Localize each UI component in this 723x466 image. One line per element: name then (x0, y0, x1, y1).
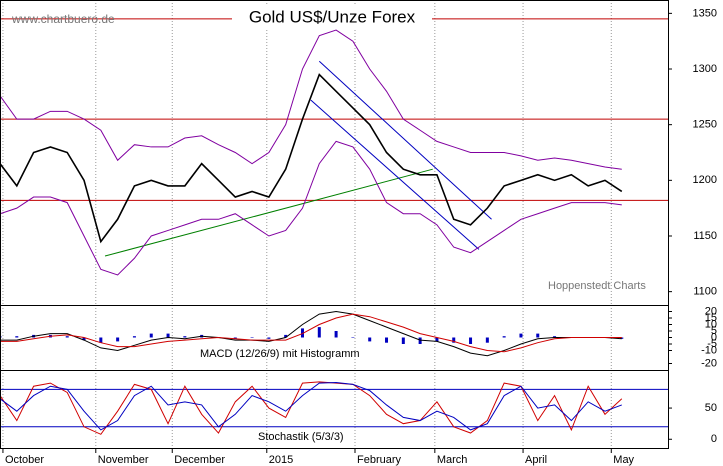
series-line (0, 381, 623, 435)
histogram-bar (502, 336, 506, 338)
histogram-bar (368, 337, 372, 342)
panel-frame (0, 370, 669, 449)
histogram-bar (317, 327, 321, 338)
histogram-bar (385, 337, 389, 343)
series-line (0, 140, 622, 276)
histogram-bar (284, 334, 288, 338)
histogram-bar (132, 336, 136, 338)
y-tick-label: 5 (711, 325, 717, 337)
histogram-bar (418, 337, 422, 344)
histogram-bar (351, 337, 355, 338)
y-tick-label: 1150 (693, 230, 717, 242)
trend-line (310, 99, 480, 250)
trend-line (104, 168, 433, 257)
histogram-bar (452, 337, 456, 343)
y-tick-label: -5 (707, 338, 717, 350)
x-tick-label: November (98, 454, 149, 466)
x-tick-label: February (357, 454, 402, 466)
panel-label: MACD (12/26/9) mit Histogramm (200, 348, 360, 360)
histogram-bar (485, 337, 489, 343)
y-tick-label: 15 (705, 312, 717, 324)
x-tick-label: 2015 (269, 454, 293, 466)
y-tick-label: 0 (711, 331, 717, 343)
histogram-bar (519, 333, 523, 338)
y-tick-label: 1250 (693, 119, 717, 131)
series-line (0, 29, 622, 170)
histogram-bar (65, 336, 69, 338)
y-tick-label: 1300 (693, 63, 717, 75)
x-tick-label: March (437, 454, 468, 466)
source-label: www.chartbuero.de (11, 12, 115, 26)
histogram-bar (435, 337, 439, 342)
y-tick-label: 1200 (693, 174, 717, 186)
histogram-bar (233, 337, 237, 339)
y-tick-label: 10 (705, 318, 717, 330)
series-line (0, 381, 622, 431)
series-line (0, 310, 622, 357)
y-tick-label: -20 (701, 357, 717, 369)
series-line (0, 73, 623, 244)
histogram-bar (620, 337, 624, 339)
trend-line (318, 60, 492, 220)
histogram-bar (99, 337, 103, 343)
x-tick-label: April (525, 454, 547, 466)
histogram-bar (536, 333, 540, 338)
x-tick-label: May (613, 454, 634, 466)
histogram-bar (553, 336, 557, 338)
panel-label: Stochastik (5/3/3) (258, 431, 344, 443)
histogram-bar (300, 328, 304, 338)
histogram-bar (250, 337, 254, 338)
y-tick-label: 1350 (693, 7, 717, 19)
histogram-bar (166, 333, 170, 338)
y-tick-label: 1100 (693, 286, 717, 298)
histogram-bar (469, 337, 473, 344)
histogram-bar (183, 336, 187, 338)
histogram-bar (267, 337, 271, 339)
y-tick-label: 0 (711, 433, 717, 445)
y-tick-label: -10 (701, 344, 717, 356)
chart-title: Gold US$/Unze Forex (249, 7, 416, 26)
histogram-bar (82, 337, 86, 341)
title-bg (232, 6, 432, 28)
y-tick-label: 50 (705, 402, 717, 414)
histogram-bar (334, 331, 338, 338)
y-tick-label: 20 (705, 305, 717, 317)
x-tick-label: October (5, 454, 44, 466)
x-tick-label: December (174, 454, 225, 466)
histogram-bar (149, 333, 153, 338)
credit-label: Hoppenstedt Charts (548, 280, 646, 292)
histogram-bar (15, 336, 19, 338)
histogram-bar (116, 337, 120, 342)
series-line (0, 313, 622, 353)
histogram-bar (401, 337, 405, 344)
